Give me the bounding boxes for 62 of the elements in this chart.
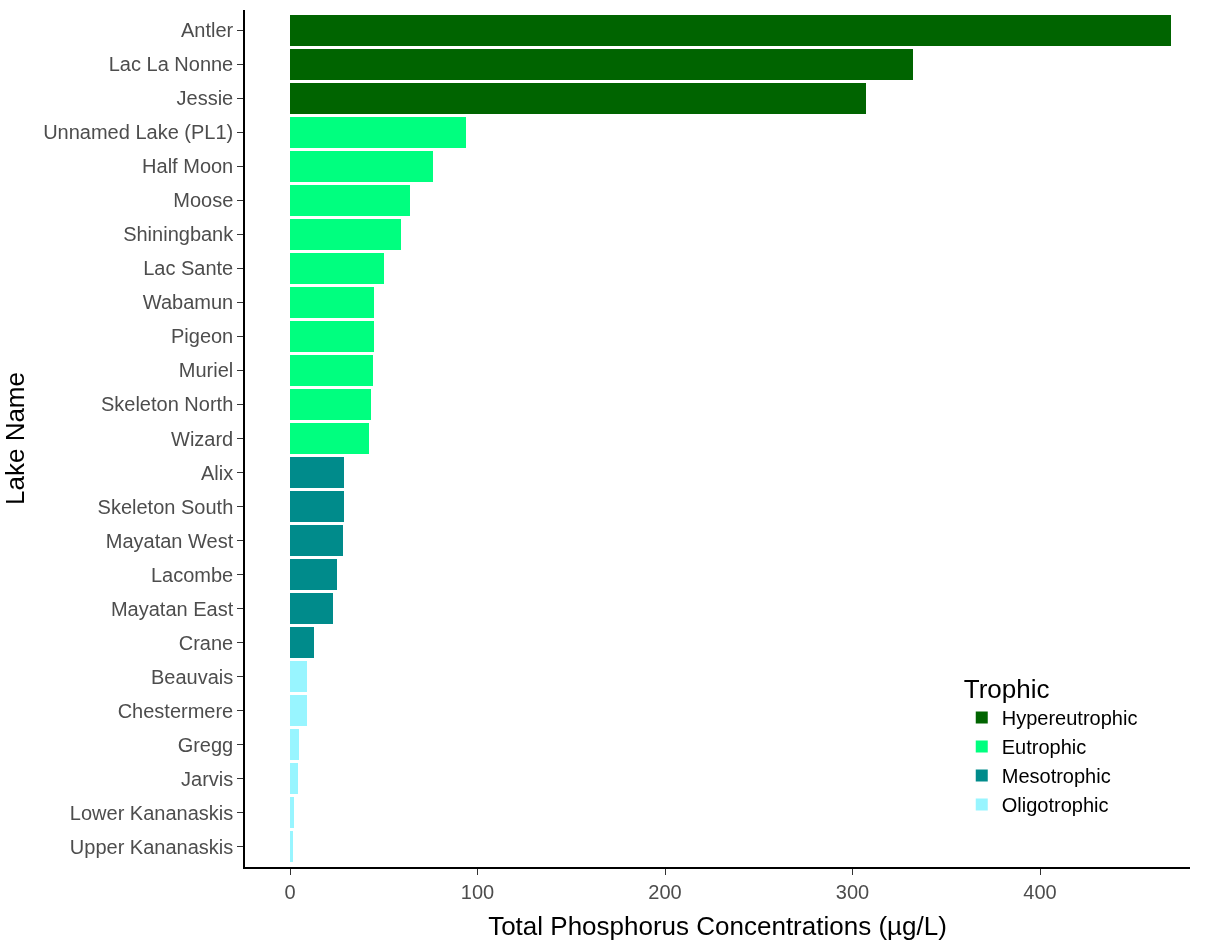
y-tick-label: Moose [173, 189, 234, 212]
bar [290, 253, 384, 284]
bar [290, 797, 294, 828]
bar [290, 627, 315, 658]
y-tick-label: Skeleton South [97, 495, 234, 518]
y-tick-label: Jessie [176, 87, 234, 110]
bar [290, 185, 410, 216]
bar [290, 457, 345, 488]
y-tick-label: Chestermere [117, 699, 234, 722]
y-tick-label: Mayatan East [110, 597, 234, 620]
legend-label: Mesotrophic [1001, 765, 1111, 788]
x-tick-label: 300 [835, 880, 870, 903]
legend-title: Trophic [963, 673, 1050, 704]
y-tick-label: Pigeon [170, 325, 234, 348]
x-axis-title: Total Phosphorus Concentrations (µg/L) [488, 910, 947, 941]
y-tick-label: Muriel [178, 359, 234, 382]
bar [290, 729, 300, 760]
bar [290, 117, 467, 148]
y-tick-label: Wizard [171, 427, 234, 450]
x-tick-label: 400 [1023, 880, 1057, 903]
legend-label: Eutrophic [1001, 736, 1087, 759]
y-tick-label: Half Moon [142, 155, 234, 178]
bar [290, 49, 913, 80]
x-tick-label: 0 [284, 880, 296, 903]
y-axis-title: Lake Name [0, 372, 30, 505]
bar [290, 525, 343, 556]
y-tick-label: Alix [201, 461, 234, 484]
bar [290, 661, 307, 692]
y-tick-label: Lac La Nonne [108, 53, 234, 76]
y-tick-label: Beauvais [150, 665, 234, 688]
y-tick-label: Lac Sante [143, 257, 234, 280]
bar [290, 355, 373, 386]
y-tick-label: Wabamun [142, 291, 234, 314]
bar [290, 559, 337, 590]
y-tick-label: Mayatan West [105, 529, 234, 552]
legend-label: Hypereutrophic [1001, 707, 1138, 730]
y-tick-label: Jarvis [181, 767, 234, 790]
bar [290, 151, 433, 182]
bar [290, 695, 307, 726]
legend-label: Oligotrophic [1001, 794, 1109, 817]
y-tick-label: Crane [178, 631, 234, 654]
bar [290, 287, 375, 318]
y-tick-label: Unnamed Lake (PL1) [43, 121, 234, 144]
bar [290, 593, 334, 624]
y-tick-label: Lower Kananaskis [69, 801, 234, 824]
bar [290, 763, 298, 794]
x-tick-label: 100 [460, 880, 495, 903]
y-tick-label: Upper Kananaskis [69, 835, 234, 858]
y-tick-label: Antler [181, 19, 234, 42]
x-tick-label: 200 [648, 880, 682, 903]
bar [290, 389, 371, 420]
bar [290, 15, 1172, 46]
y-tick-label: Lacombe [150, 563, 234, 586]
bar [290, 831, 293, 862]
y-tick-label: Shiningbank [123, 223, 235, 246]
bar [290, 491, 345, 522]
bar [290, 321, 375, 352]
y-tick-label: Skeleton North [100, 393, 234, 416]
bar [290, 83, 866, 114]
bar [290, 423, 369, 454]
y-tick-label: Gregg [177, 733, 234, 756]
bar [290, 219, 401, 250]
